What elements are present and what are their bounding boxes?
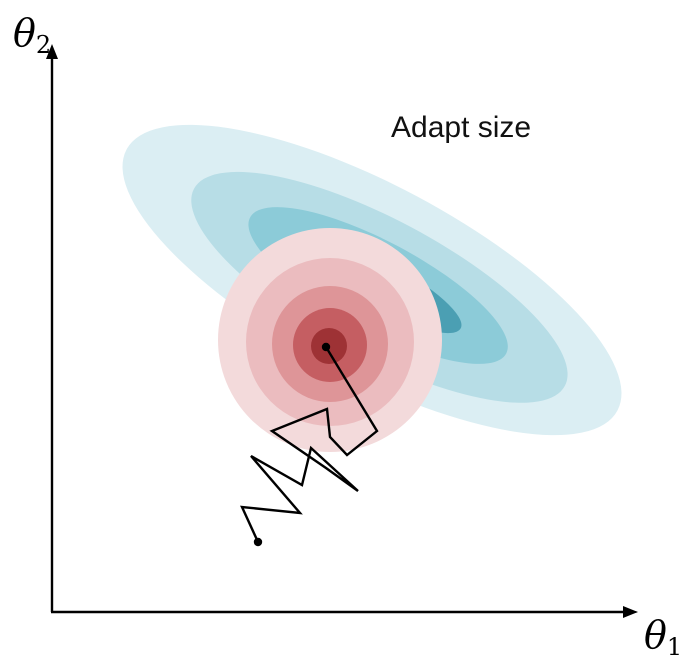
y-axis-label: θ2 (13, 11, 51, 59)
x-axis-label: θ1 (644, 613, 682, 661)
arrow-up-icon (46, 44, 58, 59)
adapt-size-annotation: Adapt size (391, 111, 531, 144)
axes (46, 44, 638, 618)
red-contours (218, 228, 442, 452)
path-end-point (321, 342, 331, 352)
arrow-right-icon (623, 606, 638, 618)
sampling-path (240, 346, 379, 543)
path-start-point (253, 537, 263, 547)
